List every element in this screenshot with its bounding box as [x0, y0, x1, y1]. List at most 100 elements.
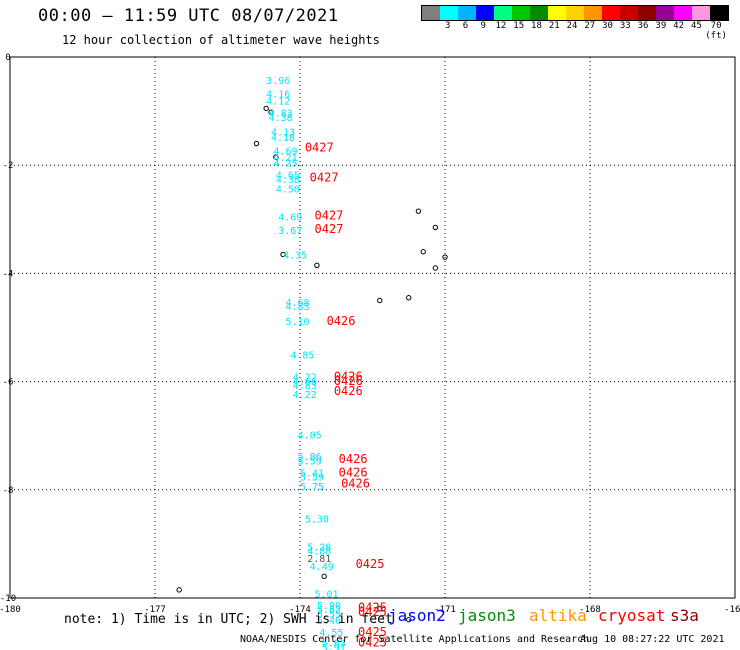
time-label: 0427 [315, 222, 344, 236]
island-outline [415, 208, 422, 214]
island-outline [273, 154, 279, 160]
wave-height-label: 4.83 [286, 302, 310, 313]
wave-height-label: 4.16 [266, 90, 290, 101]
wave-height-label: 4.68 [286, 298, 310, 309]
x-tick-label: -174 [289, 605, 311, 615]
colorbar-swatch [566, 6, 584, 20]
wave-height-label: 5.55 [317, 609, 341, 620]
wave-height-label: 4.65 [276, 171, 300, 182]
wave-height-label: 4.69 [273, 146, 297, 157]
wave-height-label: 2.81 [307, 554, 331, 565]
wave-height-label: 4.50 [276, 184, 300, 195]
wave-height-label: 4.83 [269, 109, 293, 120]
colorbar-label: 6 [462, 21, 469, 31]
colorbar-swatch [512, 6, 530, 20]
colorbar-swatch [494, 6, 512, 20]
colorbar-label: 24 [566, 21, 578, 31]
footer-timestamp: Aug 10 08:27:22 UTC 2021 [580, 634, 725, 645]
colorbar-swatch [692, 6, 710, 20]
wave-height-label: 5.90 [317, 601, 341, 612]
wave-height-label: 4.66 [293, 377, 317, 388]
colorbar-swatch [656, 6, 674, 20]
colorbar-swatch [440, 6, 458, 20]
map-subtitle: 12 hour collection of altimeter wave hei… [62, 33, 380, 47]
colorbar-label: 15 [513, 21, 525, 31]
time-label: 0427 [310, 170, 339, 184]
wave-height-label: 5.46 [317, 616, 341, 627]
wave-height-label: 4.49 [310, 562, 334, 573]
wave-height-label: 4.25 [273, 158, 297, 169]
wave-height-label: 4.69 [278, 212, 302, 223]
x-tick-label: -168 [579, 605, 601, 615]
y-tick-label: 0 [5, 53, 10, 63]
time-label: 0427 [305, 141, 334, 155]
y-tick-label: -10 [0, 594, 16, 604]
time-label: 0425 [358, 636, 387, 650]
colorbar-label: 36 [637, 21, 649, 31]
island-outline [432, 224, 439, 231]
colorbar-label: 3 [444, 21, 451, 31]
island-outline [176, 587, 182, 593]
wave-height-label: 5.28 [307, 542, 331, 553]
wave-height-label: 4.85 [290, 350, 314, 361]
wave-height-label: 4.88 [307, 547, 331, 558]
wave-height-label: 4.13 [271, 127, 295, 138]
footnote: note: 1) Time is in UTC; 2) SWH is in fe… [64, 612, 393, 627]
wave-height-label: 4.18 [271, 133, 295, 144]
footer-credit: NOAA/NESDIS Center for Satellite Applica… [240, 634, 590, 645]
island-outline [321, 573, 327, 580]
colorbar-label: 9 [480, 21, 486, 31]
wave-height-label: 4.83 [293, 381, 317, 392]
island-outline [432, 265, 439, 271]
island-outline [280, 251, 286, 258]
island-outline [406, 616, 412, 623]
wave-height-label: 5.91 [322, 643, 346, 650]
time-label: 0425 [358, 605, 387, 619]
y-tick-label: -6 [3, 378, 14, 388]
colorbar-label: 30 [602, 21, 613, 31]
island-outline [406, 295, 412, 301]
satellite-label: jason2 [388, 606, 446, 625]
time-label: 0426 [334, 374, 363, 388]
time-label: 0426 [341, 477, 370, 491]
colorbar-labels: 3 6 9 12 15 18 21 24 27 30 33 36 39 42 45 70 (ft) [421, 21, 727, 41]
satellite-label: jason3 [458, 606, 516, 625]
colorbar-label: 33 [619, 21, 631, 31]
wave-height-label: 5.59 [300, 473, 324, 484]
wave-height-label: 5.10 [286, 317, 310, 328]
colorbar-swatch [638, 6, 656, 20]
island-outline [377, 606, 383, 612]
colorbar-label: 45 [690, 21, 702, 31]
wave-height-label: 5.01 [315, 589, 339, 600]
time-label: 0425 [358, 601, 387, 615]
island-outline [442, 254, 448, 260]
time-label: 0425 [356, 557, 385, 571]
wave-height-label: 5.83 [322, 639, 346, 650]
wave-height-label: 3.67 [278, 226, 302, 237]
colorbar-swatch [710, 6, 728, 20]
wave-height-label: 5.30 [305, 514, 329, 525]
colorbar-swatch [476, 6, 494, 20]
wave-height-label: 4.22 [293, 373, 317, 384]
x-tick-label: -165 [724, 605, 740, 615]
satellite-label: s3a [670, 606, 699, 625]
island-outline [268, 109, 274, 115]
island-outline [253, 140, 260, 147]
colorbar-swatch [602, 6, 620, 20]
wave-height-label: 4.21 [273, 153, 297, 164]
wave-height-label: 5.82 [317, 605, 341, 616]
y-tick-label: -8 [3, 486, 14, 496]
island-outline [377, 297, 383, 304]
colorbar-label: 27 [584, 21, 596, 31]
colorbar-label: 39 [655, 21, 667, 31]
wave-height-label: 4.38 [269, 113, 293, 124]
time-label: 0427 [315, 208, 344, 222]
time-label: 0426 [334, 370, 363, 384]
wave-height-label: 5.41 [300, 468, 324, 479]
time-label: 0426 [339, 465, 368, 479]
wave-height-label: 4.22 [293, 390, 317, 401]
time-label: 0426 [339, 452, 368, 466]
y-tick-label: -4 [3, 269, 14, 279]
time-label: 0425 [358, 625, 387, 639]
